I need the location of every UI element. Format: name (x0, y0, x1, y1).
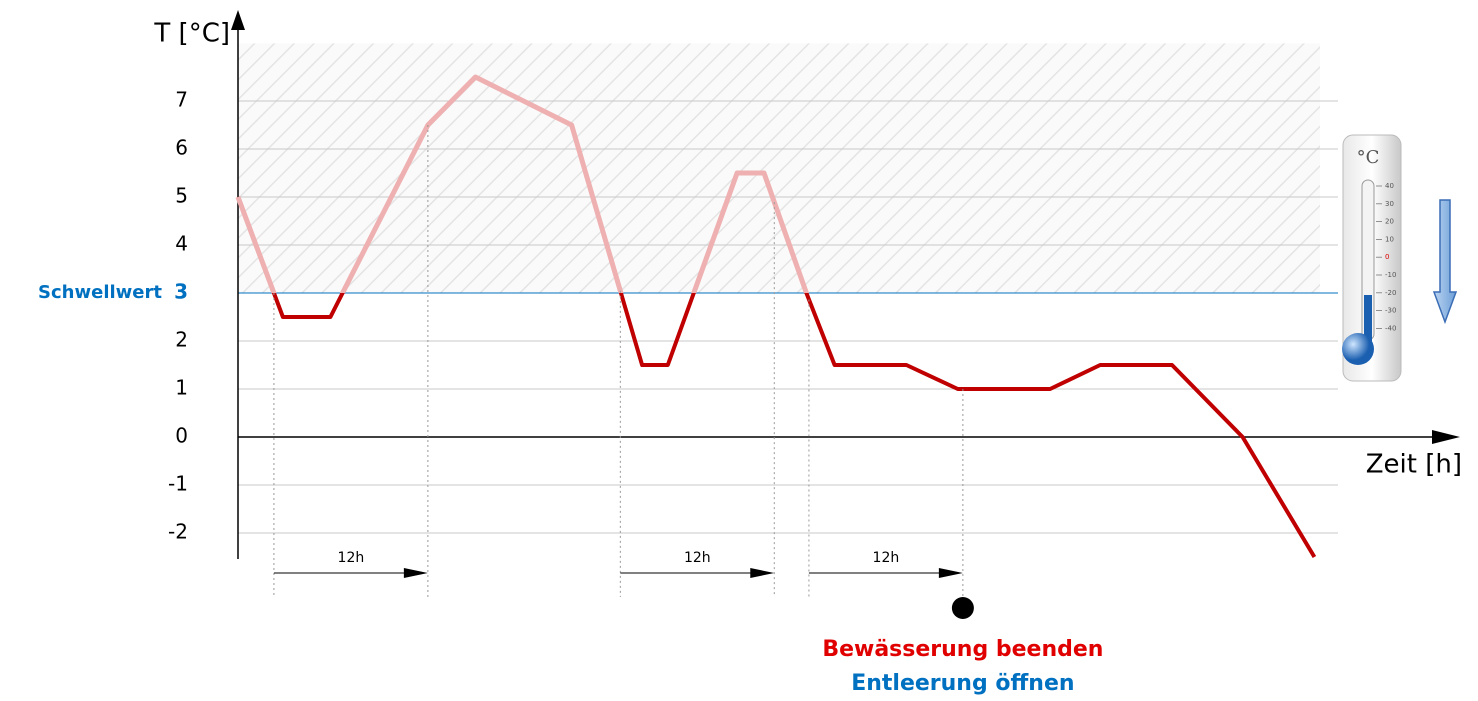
thermometer-scale-label: 40 (1385, 182, 1394, 190)
y-tick-label: 3 (174, 280, 188, 304)
interval-arrowhead (403, 568, 428, 578)
event-label: Entleerung öffnen (851, 671, 1074, 696)
y-tick-label: 2 (175, 328, 188, 352)
thermometer-fill (1364, 295, 1372, 345)
thermometer-scale-label: 10 (1385, 235, 1394, 243)
thermometer-bulb (1342, 333, 1374, 365)
thermometer-scale-label: 0 (1385, 253, 1389, 261)
interval-arrowhead (750, 568, 775, 578)
thermometer-scale-label: -10 (1385, 271, 1396, 279)
x-axis-label: Zeit [h] (1366, 450, 1462, 480)
interval-arrowhead (938, 568, 963, 578)
event-dot (951, 597, 974, 619)
interval-label: 12h (873, 550, 900, 566)
threshold-label: Schwellwert (38, 282, 162, 303)
y-tick-label: 6 (175, 136, 188, 160)
y-tick-label: -2 (168, 520, 188, 544)
interval-label: 12h (338, 550, 365, 566)
y-tick-label: -1 (168, 472, 188, 496)
y-tick-label: 5 (175, 184, 188, 208)
x-axis-arrow (1432, 430, 1460, 444)
y-axis-label: T [°C] (153, 19, 230, 49)
thermometer-scale-label: 30 (1385, 200, 1394, 208)
y-axis-arrow (231, 10, 245, 30)
thermometer-scale-label: -20 (1385, 289, 1396, 297)
y-tick-label: 4 (175, 232, 188, 256)
thermometer-scale-label: -40 (1385, 324, 1396, 332)
y-tick-label: 0 (175, 424, 188, 448)
thermometer-unit: °C (1357, 147, 1380, 168)
event-label: Bewässerung beenden (822, 637, 1103, 662)
thermometer: °C (1342, 134, 1402, 382)
hatched-region (238, 43, 1320, 294)
y-tick-label: 1 (175, 376, 188, 400)
thermometer-scale-label: 20 (1385, 218, 1394, 226)
interval-label: 12h (684, 550, 711, 566)
thermometer-scale-label: -30 (1385, 307, 1396, 315)
down-arrow (1432, 199, 1458, 325)
y-tick-label: 7 (175, 88, 188, 112)
